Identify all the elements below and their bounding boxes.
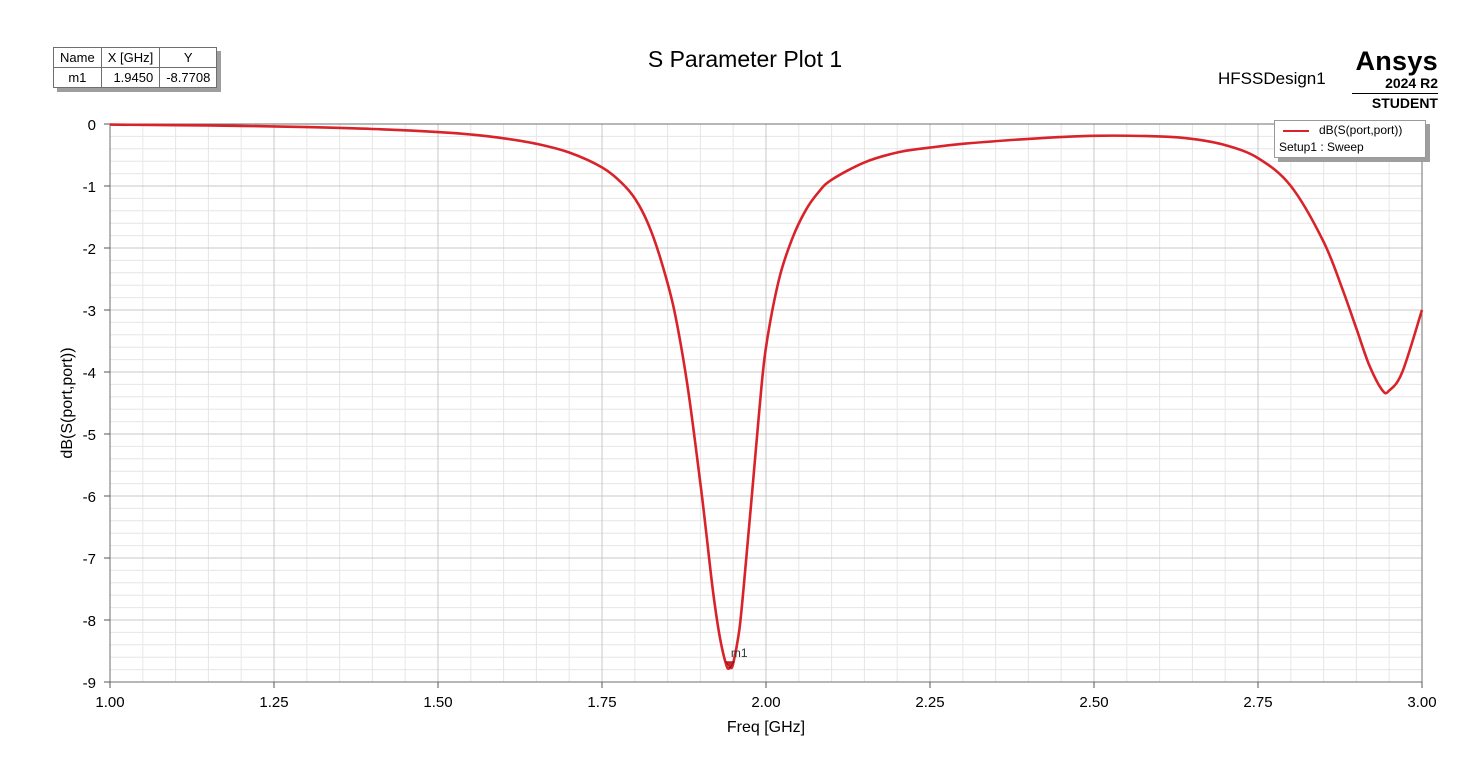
chart-title: S Parameter Plot 1	[647, 46, 843, 72]
x-tick-label: 2.00	[751, 694, 780, 711]
marker-header-name: Name	[53, 47, 102, 68]
x-axis-label: Freq [GHz]	[727, 719, 805, 736]
y-tick-label: -2	[83, 241, 96, 258]
legend-setup-label: Setup1 : Sweep	[1279, 140, 1364, 154]
marker-table-row: m1 1.9450 -8.7708	[53, 67, 218, 88]
y-tick-label: -5	[83, 427, 96, 444]
brand-version: 2024 R2	[1352, 75, 1438, 94]
x-tick-label: 1.00	[95, 694, 124, 711]
legend-trace-label: dB(S(port,port))	[1319, 123, 1403, 137]
y-tick-label: -3	[83, 303, 96, 320]
brand-edition: STUDENT	[1371, 95, 1438, 111]
x-tick-label: 1.50	[423, 694, 452, 711]
y-tick-label: -4	[83, 365, 96, 382]
grid	[109, 123, 1423, 683]
x-tick-label: 1.25	[259, 694, 288, 711]
y-tick-label: -7	[83, 551, 96, 568]
marker-m1-label: m1	[731, 646, 748, 660]
legend: dB(S(port,port)) Setup1 : Sweep	[1274, 120, 1426, 158]
x-tick-label: 1.75	[587, 694, 616, 711]
x-tick-label: 2.50	[1079, 694, 1108, 711]
series-layer	[109, 123, 1424, 671]
brand-name: Ansys	[1355, 46, 1438, 76]
marker-table-header: Name X [GHz] Y	[53, 47, 218, 68]
legend-line-swatch	[1283, 130, 1309, 132]
x-tick-label: 2.25	[915, 694, 944, 711]
y-tick-label: -8	[83, 613, 96, 630]
y-axis-label: dB(S(port,port))	[59, 347, 76, 458]
marker-m1-symbol	[725, 661, 735, 669]
marker-table: Name X [GHz] Y m1 1.9450 -8.7708	[53, 47, 218, 88]
series-line-dB-S-port-port	[109, 123, 1424, 671]
marker-x-value: 1.9450	[100, 67, 161, 88]
axis-ticks: 1.00 1.25 1.50 1.75 2.00 2.25 2.50 2.75 3.00 0 -1 -…	[83, 117, 1437, 711]
marker-name: m1	[53, 67, 102, 88]
marker-y-value: -8.7708	[159, 67, 218, 88]
design-name: HFSSDesign1	[1218, 69, 1326, 88]
marker-layer: m1	[725, 646, 748, 669]
x-tick-label: 3.00	[1407, 694, 1436, 711]
y-tick-label: -1	[83, 179, 96, 196]
y-tick-label: -6	[83, 489, 96, 506]
y-tick-label: 0	[88, 117, 96, 134]
ansys-logo: Ansys 2024 R2 STUDENT	[1352, 48, 1438, 112]
y-tick-label: -9	[83, 675, 96, 692]
x-tick-label: 2.75	[1243, 694, 1272, 711]
